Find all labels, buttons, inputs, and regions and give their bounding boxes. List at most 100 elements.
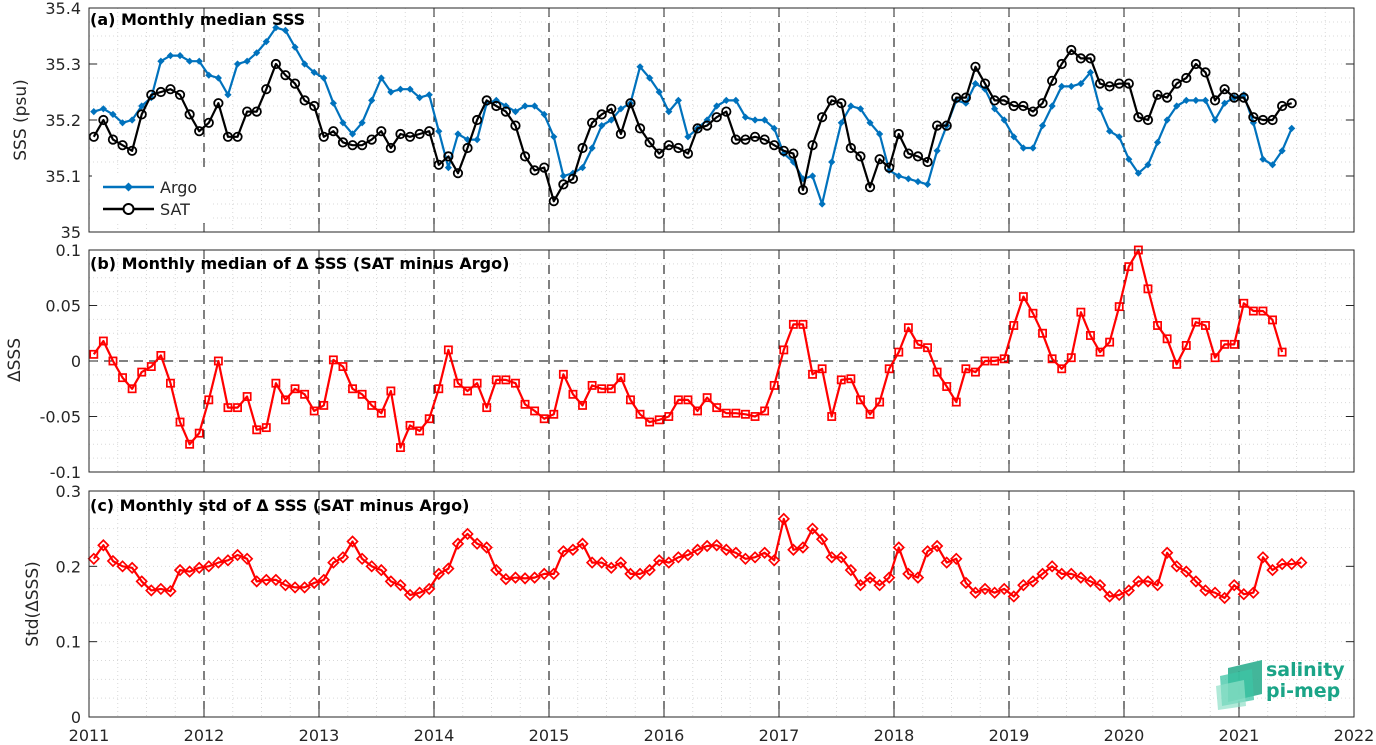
- data-point: [1038, 328, 1047, 338]
- data-point: [749, 131, 761, 142]
- data-point: [635, 409, 645, 419]
- data-point: [1067, 82, 1075, 90]
- data-point: [770, 124, 778, 132]
- data-point: [127, 145, 138, 156]
- data-point: [233, 60, 242, 68]
- data-point: [682, 148, 694, 159]
- data-point: [664, 412, 674, 421]
- data-point: [415, 426, 425, 436]
- data-point: [443, 345, 453, 355]
- data-point: [673, 142, 684, 154]
- data-point: [156, 351, 166, 360]
- data-point: [1162, 334, 1172, 344]
- data-point: [1267, 114, 1278, 126]
- data-point: [518, 572, 532, 585]
- data-point: [808, 369, 817, 379]
- data-point: [451, 537, 465, 550]
- data-point: [1007, 590, 1020, 603]
- data-point: [511, 108, 520, 116]
- panel-b-delta-sss: -0.1 -0.05 0 0.05 0.1 (b) Monthly median of …: [5, 241, 1355, 482]
- data-point: [539, 414, 549, 424]
- data-point: [865, 409, 875, 419]
- panel-c-series: [87, 512, 1308, 605]
- data-point: [368, 96, 376, 104]
- data-point: [271, 378, 281, 388]
- data-point: [971, 80, 980, 88]
- data-point: [443, 151, 454, 162]
- data-point: [903, 323, 913, 333]
- data-point: [912, 151, 924, 162]
- data-point: [1258, 306, 1268, 316]
- data-point: [463, 386, 472, 396]
- data-point: [1288, 124, 1296, 132]
- data-point: [645, 417, 655, 427]
- data-point: [424, 126, 435, 137]
- data-point: [721, 106, 732, 117]
- data-point: [1075, 53, 1086, 64]
- panel-b-minor-grid: [89, 250, 1354, 472]
- data-point: [145, 584, 158, 597]
- data-point: [595, 556, 608, 569]
- data-point: [98, 336, 108, 346]
- data-point: [655, 88, 663, 96]
- data-point: [1134, 169, 1142, 177]
- data-point: [1249, 119, 1257, 127]
- data-point: [587, 380, 597, 390]
- data-point: [616, 373, 626, 383]
- data-point: [787, 543, 800, 556]
- data-point: [634, 123, 646, 134]
- y-tick-label: -0.1: [50, 463, 81, 482]
- data-point: [825, 551, 838, 564]
- data-point: [741, 113, 750, 121]
- data-point: [751, 116, 759, 124]
- data-point: [242, 392, 252, 401]
- data-point: [1268, 161, 1277, 169]
- data-point: [922, 156, 933, 168]
- data-point: [1221, 99, 1229, 107]
- data-point: [665, 108, 673, 116]
- data-point: [826, 95, 837, 106]
- data-point: [348, 384, 357, 394]
- data-point: [1037, 98, 1048, 109]
- data-point: [1211, 116, 1219, 124]
- data-point: [309, 100, 320, 112]
- data-point: [769, 140, 780, 151]
- data-point: [1153, 321, 1162, 330]
- data-point: [348, 130, 357, 138]
- data-point: [90, 108, 98, 116]
- data-point: [692, 123, 703, 134]
- data-point: [837, 119, 845, 127]
- data-point: [1045, 560, 1059, 573]
- data-point: [1247, 586, 1260, 599]
- data-point: [394, 578, 407, 592]
- data-point: [116, 560, 129, 573]
- data-point: [577, 142, 588, 154]
- data-point: [261, 423, 271, 433]
- data-point: [930, 539, 944, 553]
- data-point: [1201, 96, 1210, 104]
- data-point: [328, 355, 338, 365]
- data-point: [118, 373, 127, 383]
- data-point: [329, 99, 337, 107]
- data-point: [712, 403, 722, 413]
- x-axis-tick-labels: 2011 2012 2013 2014 2015 2016 2017 2018 2019 2020…: [69, 726, 1375, 745]
- data-point: [472, 114, 483, 126]
- data-point: [681, 548, 695, 562]
- y-tick-label: 0: [71, 708, 81, 727]
- data-point: [472, 378, 482, 388]
- data-point: [501, 375, 511, 385]
- data-point: [815, 533, 829, 546]
- data-point: [108, 356, 118, 366]
- data-point: [1026, 575, 1040, 588]
- data-point: [1229, 92, 1240, 103]
- data-point: [741, 409, 750, 419]
- data-point: [1122, 584, 1135, 597]
- data-point: [355, 552, 369, 566]
- data-point: [357, 389, 367, 399]
- data-point: [212, 556, 225, 569]
- data-point: [597, 384, 607, 394]
- data-point: [173, 563, 187, 577]
- data-point: [1008, 100, 1019, 112]
- x-tick-label: 2021: [1219, 726, 1260, 745]
- data-point: [1058, 82, 1066, 90]
